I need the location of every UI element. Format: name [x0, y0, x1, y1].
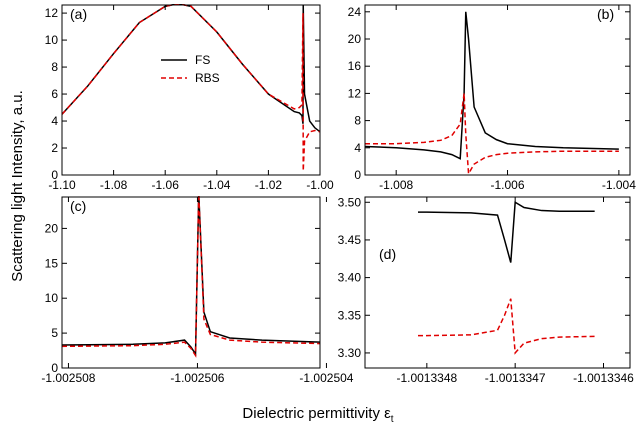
x-tick-label: -1.10: [48, 178, 76, 192]
plot-lines: [62, 4, 320, 171]
y-tick-label: 4: [354, 141, 361, 155]
plot-frame: [364, 196, 631, 369]
series-line: [418, 298, 595, 355]
plot-lines: [418, 201, 595, 355]
y-tick-label: 15: [45, 256, 59, 270]
x-tick-label: -1.004: [602, 178, 636, 192]
y-tick-label: 8: [51, 60, 58, 74]
x-tick-label: -1.002504: [299, 371, 353, 385]
y-tick-label: 10: [45, 291, 59, 305]
series-line: [365, 11, 619, 160]
plot-lines: [62, 196, 320, 358]
series-line: [365, 93, 619, 175]
series-line: [62, 4, 320, 171]
series-line: [418, 201, 595, 263]
series-line: [62, 196, 320, 357]
x-tick-label: -1.00: [306, 178, 334, 192]
y-tick-label: 5: [51, 326, 58, 340]
y-tick-label: 0: [354, 168, 361, 182]
y-tick-label: 6: [51, 87, 58, 101]
panel-label: (a): [70, 6, 87, 22]
x-axis-label: Dielectric permittivity εt: [242, 405, 393, 425]
y-tick-label: 0: [51, 361, 58, 375]
legend-label: RBS: [195, 71, 220, 85]
series-line: [62, 4, 320, 133]
y-tick-label: 3.35: [338, 308, 362, 322]
x-axis-label-sub: t: [391, 414, 394, 425]
y-tick-label: 20: [45, 221, 59, 235]
y-axis-label: Scattering light Intensity, a.u.: [9, 90, 26, 282]
y-tick-label: 4: [51, 114, 58, 128]
y-tick-label: 20: [348, 32, 362, 46]
x-tick-label: -1.08: [100, 178, 128, 192]
plot-frame: [61, 196, 321, 369]
y-tick-label: 3.50: [338, 195, 362, 209]
x-tick-label: -1.006: [491, 178, 525, 192]
panel-label: (d): [379, 246, 396, 262]
y-tick-label: 16: [348, 59, 362, 73]
y-tick-label: 10: [45, 33, 59, 47]
y-tick-label: 12: [45, 6, 59, 20]
x-tick-label: -1.0013348: [396, 371, 457, 385]
series-line: [62, 196, 320, 358]
y-tick-label: 0: [51, 168, 58, 182]
y-tick-label: 3.40: [338, 271, 362, 285]
x-tick-label: -1.0013347: [485, 371, 546, 385]
plot-lines: [365, 11, 619, 175]
panel-label: (b): [597, 6, 614, 22]
x-tick-label: -1.008: [379, 178, 413, 192]
x-tick-label: -1.06: [152, 178, 180, 192]
panel-label: (c): [70, 198, 86, 214]
plot-frame: [364, 4, 631, 176]
x-tick-label: -1.0013346: [573, 371, 634, 385]
x-tick-label: -1.04: [203, 178, 231, 192]
y-tick-label: 8: [354, 114, 361, 128]
legend-label: FS: [195, 53, 210, 67]
y-tick-label: 3.30: [338, 346, 362, 360]
x-tick-label: -1.002506: [170, 371, 224, 385]
y-tick-label: 2: [51, 141, 58, 155]
y-tick-label: 3.45: [338, 233, 362, 247]
plot-frame: [61, 4, 321, 176]
x-tick-label: -1.002508: [41, 371, 95, 385]
y-tick-label: 12: [348, 86, 362, 100]
y-tick-label: 24: [348, 5, 362, 19]
x-axis-label-main: Dielectric permittivity ε: [242, 405, 391, 422]
x-tick-label: -1.02: [255, 178, 283, 192]
